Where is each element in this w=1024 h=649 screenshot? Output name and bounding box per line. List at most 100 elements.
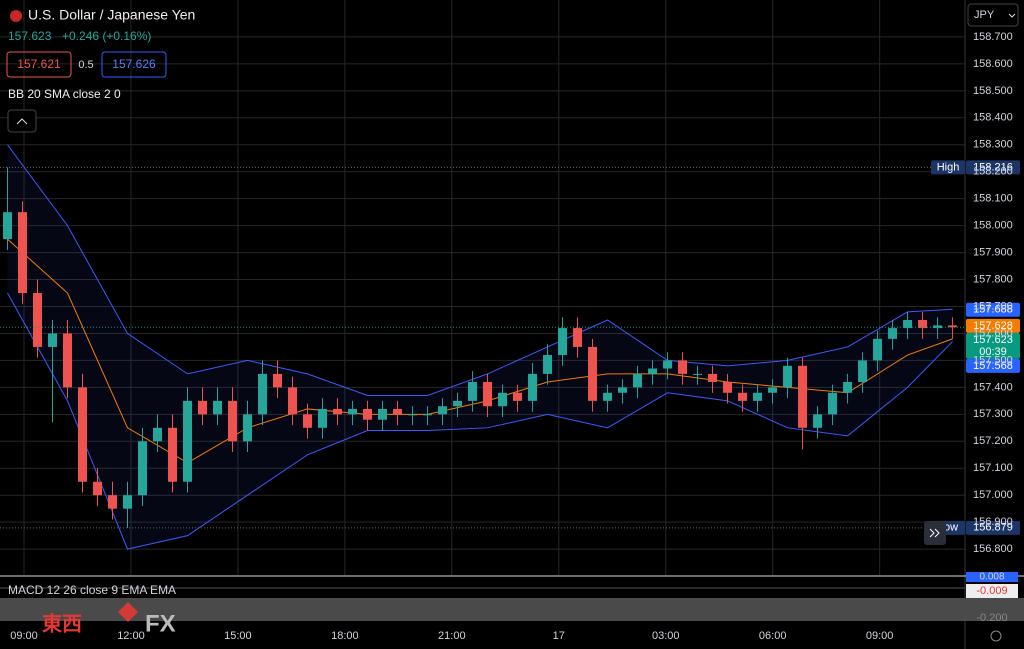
candle-body	[258, 373, 268, 415]
symbol: U.S. Dollar / Japanese Yen	[28, 7, 195, 23]
candle-body	[528, 373, 538, 401]
candle-body	[723, 381, 733, 393]
price-tag	[966, 160, 1020, 175]
candle-body	[738, 392, 748, 401]
candle-body	[498, 392, 508, 407]
candle-body	[198, 400, 208, 415]
y-tick-label: 157.700	[973, 300, 1013, 312]
candle-body	[408, 414, 418, 416]
price-tag	[966, 332, 1020, 359]
y-tick-label: 158.500	[973, 85, 1013, 97]
x-tick-label: 12:00	[117, 630, 145, 642]
y-tick-label: 157.300	[973, 408, 1013, 420]
watermark-cjk: 東西	[42, 612, 82, 635]
candle-body	[183, 400, 193, 482]
candle-body	[33, 293, 43, 347]
y-tick-label: 158.700	[973, 31, 1013, 43]
candle-body	[18, 212, 28, 294]
price-tag	[966, 302, 1020, 317]
candle-body	[663, 360, 673, 369]
watermark-logo	[118, 602, 138, 622]
y-tick-label: 157.000	[973, 489, 1013, 501]
candle-body	[888, 328, 898, 339]
price-tag	[966, 318, 1020, 333]
candle-body	[378, 408, 388, 420]
candle-body	[543, 355, 553, 374]
candle-body	[918, 319, 928, 329]
x-tick-label: 18:00	[331, 630, 359, 642]
price-tag-value: 156.879	[973, 522, 1013, 534]
spread: 0.5	[78, 59, 93, 71]
flag-icon	[10, 10, 22, 22]
candle-body	[708, 373, 718, 382]
macd-bottom: -0.200	[976, 612, 1007, 624]
price-tag-label: High	[937, 161, 960, 173]
y-tick-label: 158.100	[973, 193, 1013, 205]
candle-body	[228, 400, 238, 442]
x-tick-label: 21:00	[438, 630, 466, 642]
y-tick-label: 158.300	[973, 139, 1013, 151]
collapse-button[interactable]	[7, 109, 37, 133]
currency[interactable]: JPY	[974, 9, 995, 21]
candle-body	[693, 373, 703, 375]
macd-value: -0.009	[976, 585, 1007, 597]
currency-select[interactable]	[967, 3, 1019, 27]
currency-caret	[1008, 13, 1016, 18]
candle-body	[798, 365, 808, 428]
y-tick-label: 157.400	[973, 381, 1013, 393]
candle-body	[783, 365, 793, 388]
candle-body	[513, 392, 523, 401]
y-tick-label: 158.000	[973, 220, 1013, 232]
change: +0.246 (+0.16%)	[62, 29, 151, 43]
y-tick-label: 158.400	[973, 112, 1013, 124]
candle-body	[93, 481, 103, 496]
candle-body	[123, 495, 133, 509]
y-tick-label: 158.600	[973, 58, 1013, 70]
y-tick-label: 156.800	[973, 543, 1013, 555]
candle-body	[948, 325, 958, 328]
plot	[0, 144, 965, 550]
settings-icon[interactable]	[990, 630, 1002, 642]
candle-body	[453, 400, 463, 407]
candle-body	[558, 328, 568, 356]
y-tick-label: 157.900	[973, 246, 1013, 258]
candle-body	[213, 400, 223, 415]
ask-box[interactable]	[101, 51, 167, 78]
band-lower	[7, 292, 953, 550]
scroll-button[interactable]	[924, 521, 946, 545]
candle-body	[168, 427, 178, 482]
candle-body	[813, 414, 823, 428]
y-tick-label: 157.600	[973, 327, 1013, 339]
collapse-icon	[16, 118, 28, 125]
candle-body	[303, 414, 313, 428]
candle-body	[768, 387, 778, 393]
candle-body	[873, 338, 883, 361]
candle-body	[633, 373, 643, 388]
candle-body	[438, 406, 448, 415]
candle-body	[903, 319, 913, 329]
price-tag-value: 157.568	[973, 360, 1013, 372]
x-tick-label: 06:00	[759, 630, 787, 642]
candle-body	[273, 373, 283, 388]
x-tick-label: 15:00	[224, 630, 252, 642]
ask[interactable]: 157.626	[112, 57, 156, 71]
candle-body	[843, 381, 853, 393]
bid[interactable]: 157.621	[17, 57, 61, 71]
macd-lower	[0, 598, 1024, 621]
price-tag-label-box	[931, 160, 965, 175]
price-tag-value: 157.628	[973, 320, 1013, 332]
price: 157.623	[8, 29, 52, 43]
candle-body	[108, 495, 118, 509]
candle-body	[3, 212, 13, 240]
candle-body	[933, 325, 943, 329]
candle-body	[648, 368, 658, 374]
y-tick-label: 156.900	[973, 516, 1013, 528]
bid-box[interactable]	[6, 51, 72, 78]
y-tick-label: 157.800	[973, 273, 1013, 285]
band-fill	[7, 144, 953, 550]
candle-body	[858, 360, 868, 382]
grid	[0, 0, 965, 575]
y-tick-label: 157.200	[973, 435, 1013, 447]
